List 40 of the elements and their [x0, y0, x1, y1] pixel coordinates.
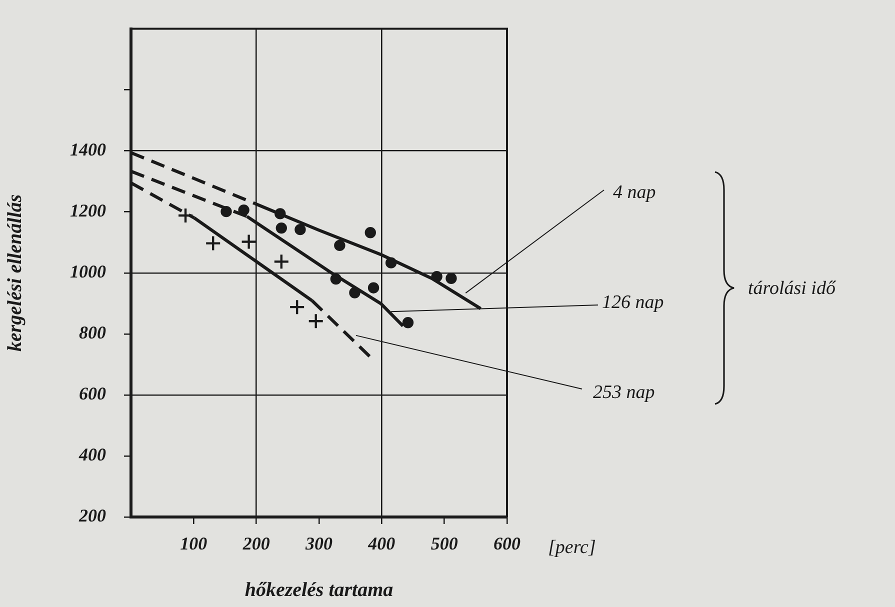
- y-tick-label: 1000: [70, 262, 106, 282]
- point: [220, 206, 232, 218]
- point: [431, 270, 442, 282]
- x-tick-label: 100: [180, 533, 208, 554]
- point: [276, 222, 287, 234]
- point: [294, 224, 306, 236]
- point: [288, 298, 306, 316]
- x-tick-label: 200: [242, 533, 270, 554]
- text: tárolási idő: [748, 278, 837, 299]
- y-tick-label: 1400: [70, 140, 106, 160]
- point: [349, 287, 360, 298]
- point: [273, 254, 290, 270]
- point: [274, 208, 286, 220]
- point: [364, 227, 376, 238]
- x-tick-label: 600: [494, 533, 520, 554]
- point: [330, 273, 342, 285]
- point: [334, 240, 346, 252]
- point: [368, 282, 380, 294]
- x-axis-title: hőkezelés tartama: [244, 579, 394, 602]
- annotation: 4 nap: [613, 182, 656, 203]
- y-axis-title: kergelési ellenállás: [4, 194, 26, 352]
- y-tick-label: 800: [79, 322, 106, 343]
- x-tick-label: 400: [367, 533, 396, 554]
- y-tick-label: 400: [78, 444, 106, 465]
- point: [238, 204, 250, 216]
- y-tick-label: 1200: [70, 200, 106, 221]
- annotation: 126 nap: [602, 292, 664, 313]
- point: [204, 235, 222, 252]
- x-tick-label: 500: [430, 533, 458, 554]
- y-tick-label: 200: [78, 506, 106, 526]
- point: [240, 234, 257, 250]
- point: [177, 207, 194, 224]
- point: [385, 257, 397, 268]
- point: [402, 317, 414, 328]
- x-tick-label: 300: [304, 533, 332, 554]
- point: [308, 313, 324, 330]
- text: [perc]: [548, 537, 596, 558]
- y-tick-label: 600: [79, 384, 106, 404]
- annotation: 253 nap: [593, 382, 655, 403]
- point: [446, 272, 457, 284]
